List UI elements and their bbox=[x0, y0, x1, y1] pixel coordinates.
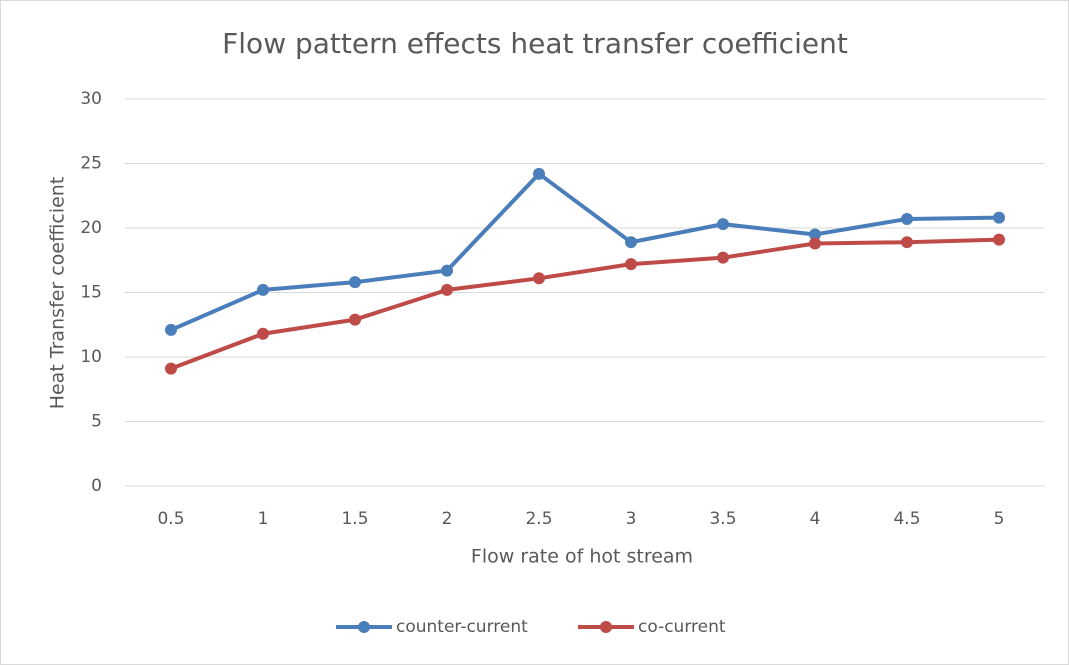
data-point bbox=[809, 237, 821, 250]
y-tick-label: 5 bbox=[91, 412, 102, 432]
y-tick-label: 15 bbox=[80, 283, 102, 303]
y-tick-label: 25 bbox=[80, 154, 102, 174]
y-tick-label: 0 bbox=[91, 476, 102, 496]
data-point bbox=[441, 264, 453, 277]
data-point bbox=[717, 218, 729, 231]
x-tick-label: 5 bbox=[994, 509, 1005, 529]
data-point bbox=[717, 251, 729, 264]
legend-marker bbox=[600, 621, 612, 633]
data-point bbox=[349, 276, 361, 289]
data-point bbox=[809, 228, 821, 241]
x-tick-label: 1 bbox=[258, 509, 269, 529]
legend-label: co-current bbox=[638, 617, 726, 637]
x-tick-label: 4.5 bbox=[893, 509, 920, 529]
x-tick-label: 2 bbox=[442, 509, 453, 529]
x-tick-label: 0.5 bbox=[157, 509, 184, 529]
y-tick-label: 10 bbox=[80, 347, 102, 367]
y-axis-label: Heat Transfer coefficient bbox=[47, 177, 69, 410]
data-point bbox=[901, 236, 913, 249]
data-point bbox=[993, 233, 1005, 246]
data-point bbox=[257, 283, 269, 296]
data-point bbox=[993, 211, 1005, 224]
data-point bbox=[165, 323, 177, 336]
x-tick-label: 3.5 bbox=[709, 509, 736, 529]
data-point bbox=[625, 258, 637, 271]
x-tick-label: 3 bbox=[626, 509, 637, 529]
data-point bbox=[625, 236, 637, 249]
data-point bbox=[257, 327, 269, 340]
chart-title: Flow pattern effects heat transfer coeff… bbox=[222, 27, 848, 60]
data-point bbox=[533, 272, 545, 285]
data-point bbox=[349, 313, 361, 326]
series-line bbox=[170, 171, 1000, 332]
legend-marker bbox=[358, 621, 370, 633]
x-tick-label: 2.5 bbox=[525, 509, 552, 529]
legend-label: counter-current bbox=[396, 617, 528, 637]
data-point bbox=[165, 362, 177, 375]
x-tick-label: 1.5 bbox=[341, 509, 368, 529]
y-tick-label: 20 bbox=[80, 218, 102, 238]
x-tick-label: 4 bbox=[810, 509, 821, 529]
series-line bbox=[170, 237, 1000, 371]
x-axis-label: Flow rate of hot stream bbox=[471, 546, 693, 568]
data-point bbox=[533, 167, 545, 180]
data-point bbox=[441, 283, 453, 296]
y-tick-label: 30 bbox=[80, 89, 102, 109]
data-point bbox=[901, 212, 913, 225]
